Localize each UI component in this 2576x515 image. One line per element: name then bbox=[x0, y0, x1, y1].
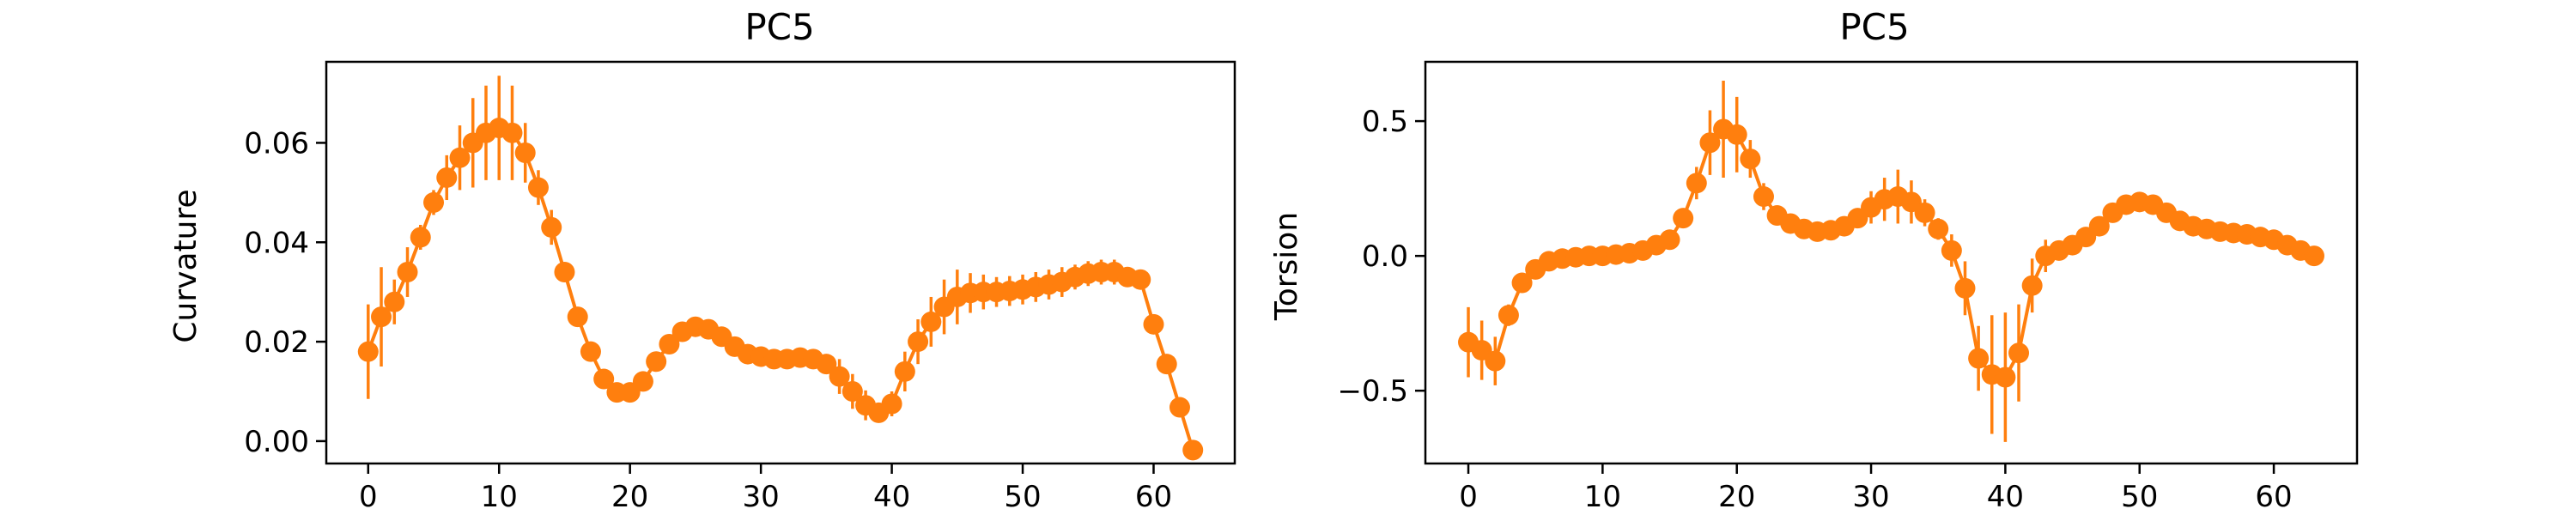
torsion-y-axis-label: Torsion bbox=[1269, 212, 1304, 321]
curvature-x-tick-label: 0 bbox=[359, 480, 378, 514]
curvature-data-point bbox=[527, 177, 549, 198]
curvature-data-point bbox=[908, 331, 929, 353]
curvature-panel: PC5 Curvature 0.00 0.02 0.04 0.06 0 10 2… bbox=[168, 6, 1236, 514]
curvature-y-tick-label: 0.02 bbox=[244, 325, 309, 360]
curvature-data-point bbox=[357, 341, 379, 362]
torsion-data-point bbox=[1686, 173, 1707, 194]
torsion-data-point bbox=[1954, 277, 1976, 299]
curvature-data-point bbox=[449, 147, 471, 168]
curvature-data-point bbox=[436, 167, 458, 188]
curvature-data-point bbox=[1130, 269, 1151, 290]
curvature-data-point bbox=[567, 306, 588, 328]
torsion-data-point bbox=[2303, 245, 2324, 267]
torsion-x-tick-label: 30 bbox=[1852, 480, 1889, 514]
torsion-data-point bbox=[1968, 348, 1990, 369]
curvature-data-point bbox=[632, 371, 653, 392]
curvature-x-tick-label: 30 bbox=[742, 480, 779, 514]
torsion-x-tick-label: 40 bbox=[1987, 480, 2024, 514]
torsion-y-tick-labels: −0.5 0.0 0.5 bbox=[1337, 105, 1408, 409]
curvature-y-axis-label: Curvature bbox=[168, 189, 204, 342]
curvature-x-tick-label: 40 bbox=[873, 480, 910, 514]
curvature-data-point bbox=[841, 381, 863, 403]
curvature-plot-frame bbox=[325, 60, 1236, 465]
curvature-data-point bbox=[423, 191, 445, 213]
torsion-data-point bbox=[1753, 186, 1774, 208]
torsion-data-point bbox=[1740, 148, 1761, 170]
curvature-data-point bbox=[554, 262, 575, 283]
curvature-data-point bbox=[541, 216, 562, 238]
torsion-x-tick-label: 20 bbox=[1718, 480, 1755, 514]
curvature-data-point bbox=[894, 360, 915, 382]
curvature-y-tick-labels: 0.00 0.02 0.04 0.06 bbox=[244, 126, 309, 459]
curvature-data-point bbox=[397, 262, 418, 283]
torsion-data-point bbox=[1498, 305, 1519, 326]
torsion-data-point bbox=[1928, 218, 1949, 239]
torsion-x-tick-label: 60 bbox=[2255, 480, 2292, 514]
torsion-series bbox=[1458, 80, 2324, 442]
curvature-data-point bbox=[580, 341, 601, 362]
torsion-data-point bbox=[2021, 275, 2043, 296]
curvature-y-tick-label: 0.04 bbox=[244, 226, 309, 260]
torsion-x-tick-labels: 0 10 20 30 40 50 60 bbox=[1459, 480, 2292, 514]
curvature-axis-ticks bbox=[316, 142, 1155, 474]
curvature-x-tick-label: 20 bbox=[611, 480, 648, 514]
torsion-data-point bbox=[1941, 239, 1962, 261]
curvature-data-point bbox=[659, 333, 680, 354]
curvature-data-point bbox=[1143, 313, 1164, 335]
curvature-data-point bbox=[384, 291, 405, 312]
curvature-x-tick-label: 60 bbox=[1135, 480, 1172, 514]
curvature-x-tick-labels: 0 10 20 30 40 50 60 bbox=[359, 480, 1172, 514]
torsion-data-point bbox=[1485, 350, 1506, 372]
curvature-data-point bbox=[410, 227, 431, 248]
torsion-y-tick-label: 0.5 bbox=[1362, 105, 1408, 139]
curvature-x-tick-label: 50 bbox=[1004, 480, 1041, 514]
torsion-data-point bbox=[1914, 202, 1935, 223]
curvature-y-tick-label: 0.06 bbox=[244, 126, 309, 161]
torsion-axis-ticks bbox=[1415, 119, 2275, 474]
torsion-x-tick-label: 50 bbox=[2121, 480, 2158, 514]
curvature-data-point bbox=[593, 368, 615, 390]
torsion-x-tick-label: 10 bbox=[1584, 480, 1621, 514]
torsion-data-point bbox=[1659, 229, 1680, 251]
curvature-data-point bbox=[881, 393, 902, 415]
curvature-data-point bbox=[920, 311, 942, 332]
curvature-data-point bbox=[829, 366, 850, 387]
torsion-plot-frame bbox=[1424, 60, 2359, 465]
curvature-data-point bbox=[1169, 397, 1190, 418]
torsion-y-tick-label: −0.5 bbox=[1337, 374, 1408, 409]
curvature-data-point bbox=[514, 142, 536, 163]
torsion-data-point bbox=[1511, 272, 1533, 294]
torsion-data-point bbox=[1726, 124, 1747, 145]
curvature-data-point bbox=[646, 351, 667, 373]
curvature-data-point bbox=[816, 354, 837, 375]
curvature-chart-title: PC5 bbox=[744, 6, 814, 48]
curvature-data-point bbox=[1182, 439, 1204, 461]
torsion-panel: PC5 Torsion −0.5 0.0 0.5 0 10 20 30 40 5… bbox=[1269, 6, 2359, 514]
torsion-y-tick-label: 0.0 bbox=[1362, 239, 1408, 274]
torsion-data-point bbox=[2088, 215, 2110, 237]
curvature-data-point bbox=[1156, 354, 1177, 375]
curvature-data-point bbox=[371, 306, 392, 328]
torsion-chart-title: PC5 bbox=[1839, 6, 1909, 48]
torsion-data-point bbox=[1699, 132, 1721, 154]
torsion-data-point bbox=[1995, 367, 2016, 388]
curvature-series bbox=[357, 76, 1204, 461]
curvature-data-point bbox=[501, 122, 523, 143]
torsion-data-point bbox=[2008, 342, 2030, 364]
torsion-data-point bbox=[1673, 208, 1694, 229]
curvature-y-tick-label: 0.00 bbox=[244, 425, 309, 459]
curvature-x-tick-label: 10 bbox=[481, 480, 518, 514]
torsion-x-tick-label: 0 bbox=[1459, 480, 1478, 514]
